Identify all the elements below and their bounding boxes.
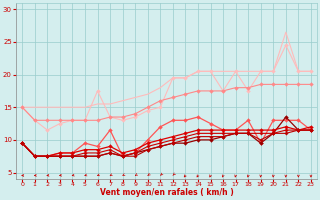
X-axis label: Vent moyen/en rafales ( km/h ): Vent moyen/en rafales ( km/h ): [100, 188, 234, 197]
